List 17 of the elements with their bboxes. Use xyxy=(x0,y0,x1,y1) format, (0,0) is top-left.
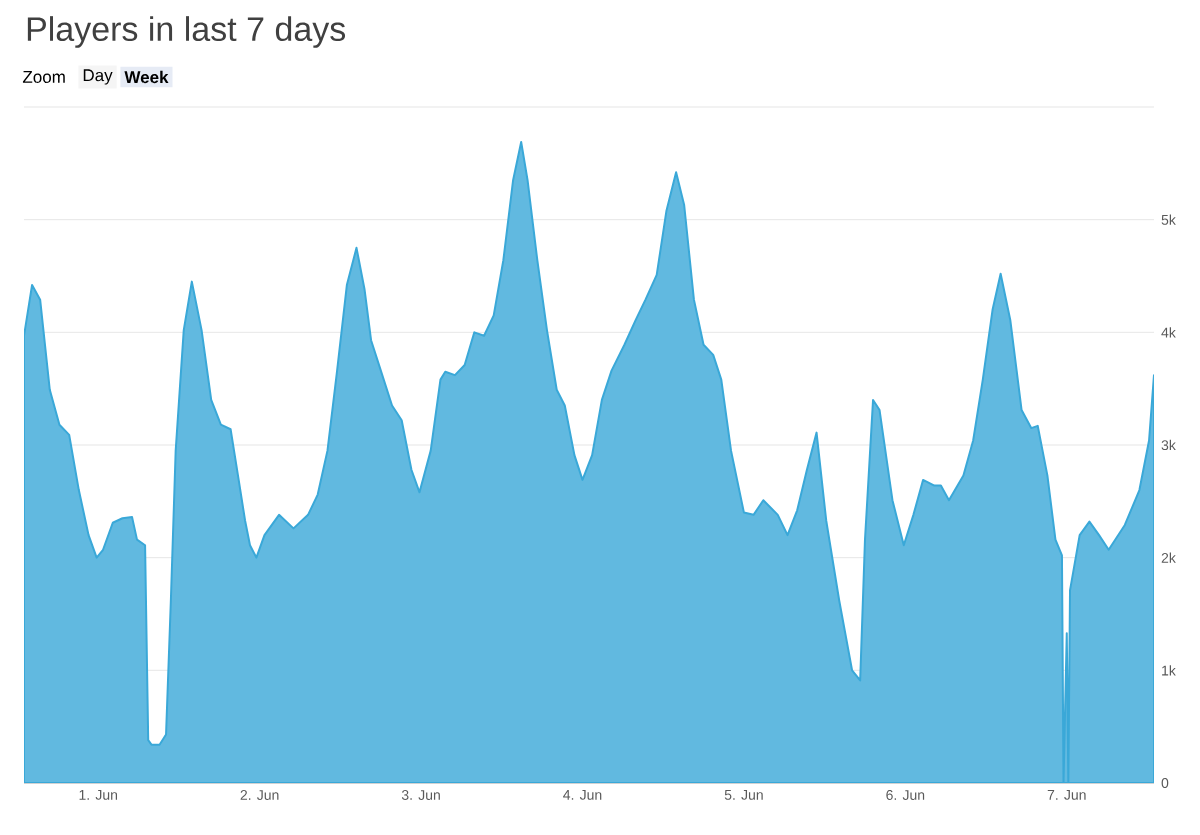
x-tick-label: 4. Jun xyxy=(563,790,602,800)
text: Day xyxy=(83,69,113,85)
x-tick-label: 7. Jun xyxy=(1047,790,1086,800)
y-tick-label: 4k xyxy=(1161,327,1176,338)
x-tick-label: 2. Jun xyxy=(240,790,279,800)
y-tick-label: 2k xyxy=(1161,552,1176,563)
y-tick-label: 3k xyxy=(1161,439,1176,451)
text: Week xyxy=(124,70,169,84)
chart-title: Players in last 7 days xyxy=(27,16,346,48)
y-tick-label: 5k xyxy=(1161,214,1176,225)
x-tick-label: 6. Jun xyxy=(886,790,925,800)
x-tick-label: 5. Jun xyxy=(724,790,763,800)
y-tick-label: 1k xyxy=(1162,665,1176,676)
y-tick-label: 0 xyxy=(1161,778,1169,788)
text: Zoom xyxy=(22,71,65,83)
x-tick-label: 3. Jun xyxy=(401,790,440,800)
x-tick-label: 1. Jun xyxy=(79,790,118,800)
